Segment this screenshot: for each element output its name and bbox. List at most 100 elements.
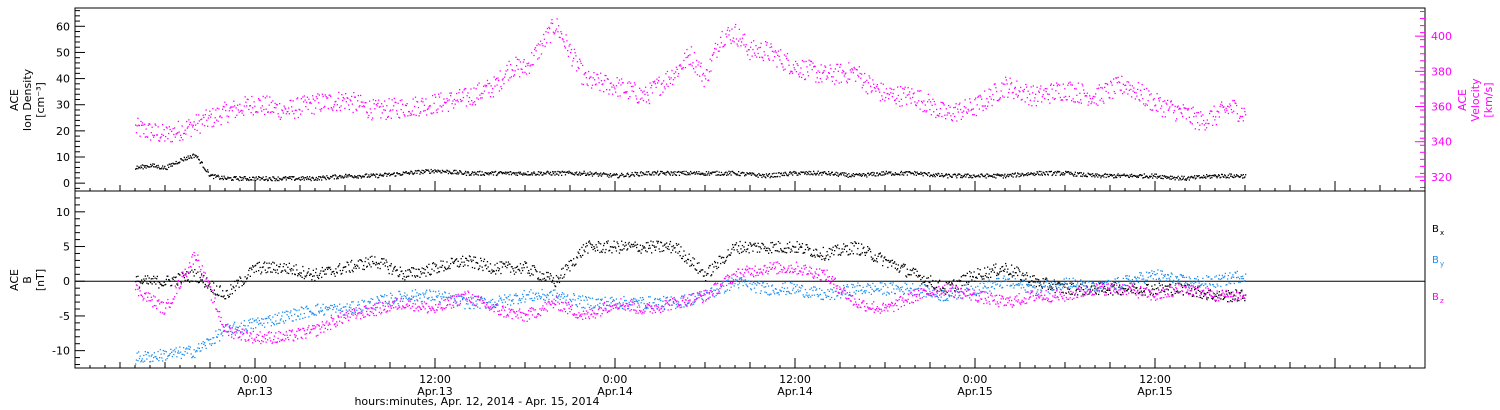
bx-point-972 [864, 251, 866, 254]
density-point-90 [202, 166, 204, 168]
velocity-point-1450 [1222, 106, 1224, 108]
density-point-1419 [1199, 177, 1201, 179]
bx-point-805 [738, 252, 741, 255]
bx-point-446 [469, 256, 471, 258]
density-point-723 [677, 171, 679, 173]
by-point-77 [192, 355, 194, 357]
bx-point-970 [862, 247, 864, 250]
velocity-point-1211 [1043, 89, 1045, 91]
bx-point-88 [201, 273, 203, 275]
density-point-336 [387, 173, 389, 175]
velocity-point-806 [739, 38, 741, 40]
bx-point-1341 [1140, 290, 1142, 292]
bx-point-502 [511, 266, 513, 268]
velocity-point-834 [760, 42, 762, 44]
velocity-point-1384 [1173, 112, 1175, 114]
velocity-point-1137 [987, 101, 989, 103]
velocity-point-517 [522, 61, 525, 63]
velocity-point-195 [281, 109, 283, 111]
density-point-745 [693, 171, 696, 173]
bx-point-666 [634, 241, 636, 243]
density-point-342 [391, 173, 393, 175]
bx-point-589 [576, 257, 579, 259]
density-point-1137 [987, 175, 989, 178]
bx-point-526 [529, 275, 531, 277]
velocity-point-650 [622, 82, 624, 84]
bx-point-759 [704, 271, 706, 273]
density-point-545 [543, 173, 546, 175]
density-point-293 [354, 176, 356, 178]
density-point-1206 [1039, 174, 1041, 176]
density-point-1006 [889, 172, 891, 174]
bx-point-1355 [1151, 285, 1153, 287]
bx-point-1405 [1188, 284, 1190, 286]
density-point-1389 [1176, 177, 1178, 179]
velocity-point-965 [858, 66, 860, 68]
density-point-1121 [975, 175, 977, 177]
bx-point-1029 [906, 268, 908, 270]
bx-point-703 [662, 245, 664, 247]
velocity-point-769 [711, 54, 714, 56]
bx-point-1112 [969, 270, 971, 273]
density-point-305 [363, 176, 365, 178]
by-point-178 [268, 317, 270, 319]
velocity-point-98 [208, 114, 210, 117]
density-point-439 [464, 172, 466, 174]
bx-point-945 [843, 248, 845, 250]
velocity-point-1455 [1226, 109, 1228, 112]
velocity-point-651 [623, 92, 625, 94]
density-point-1460 [1230, 175, 1232, 177]
velocity-point-633 [609, 82, 612, 85]
velocity-point-1003 [887, 92, 889, 95]
velocity-point-974 [865, 91, 867, 93]
density-point-836 [762, 173, 764, 176]
density-point-680 [645, 173, 647, 176]
density-point-1439 [1214, 174, 1216, 176]
by-point-114 [220, 333, 222, 335]
velocity-point-484 [498, 79, 500, 82]
velocity-point-474 [490, 85, 492, 87]
velocity-point-463 [482, 92, 484, 95]
velocity-point-378 [418, 115, 420, 117]
velocity-point-967 [860, 77, 862, 79]
bx-point-1187 [1025, 278, 1027, 280]
bx-point-971 [863, 246, 865, 248]
density-point-1256 [1077, 172, 1079, 174]
bx-point-938 [838, 247, 840, 250]
by-point-171 [263, 322, 265, 324]
density-point-1150 [997, 174, 999, 176]
density-point-220 [300, 179, 302, 181]
bx-point-493 [504, 265, 507, 267]
velocity-point-109 [216, 107, 218, 109]
density-point-1330 [1132, 175, 1134, 177]
velocity-point-632 [609, 89, 611, 91]
bx-point-693 [654, 249, 657, 251]
velocity-point-844 [768, 58, 770, 60]
velocity-point-429 [456, 99, 459, 101]
bx-point-905 [813, 254, 816, 256]
density-point-742 [691, 173, 693, 175]
velocity-point-996 [882, 98, 884, 100]
velocity-point-210 [292, 100, 294, 102]
by-point-203 [287, 310, 289, 313]
bx-point-141 [240, 280, 242, 282]
bx-point-786 [724, 261, 726, 263]
by-point-38 [163, 353, 165, 355]
bx-point-155 [251, 268, 253, 271]
bx-point-496 [507, 264, 509, 266]
velocity-point-221 [300, 98, 302, 100]
density-point-1222 [1051, 174, 1053, 177]
density-point-212 [294, 179, 296, 181]
density-point-481 [495, 174, 498, 177]
bx-point-591 [578, 252, 580, 255]
velocity-point-1339 [1139, 100, 1141, 102]
density-point-485 [498, 172, 501, 174]
bx-point-789 [726, 255, 729, 257]
density-point-105 [213, 174, 215, 176]
density-point-1134 [985, 177, 987, 179]
bx-point-1225 [1053, 280, 1055, 282]
velocity-point-1210 [1042, 94, 1044, 96]
bx-point-1176 [1017, 274, 1019, 277]
density-point-40 [165, 168, 167, 170]
bx-point-332 [384, 262, 386, 264]
